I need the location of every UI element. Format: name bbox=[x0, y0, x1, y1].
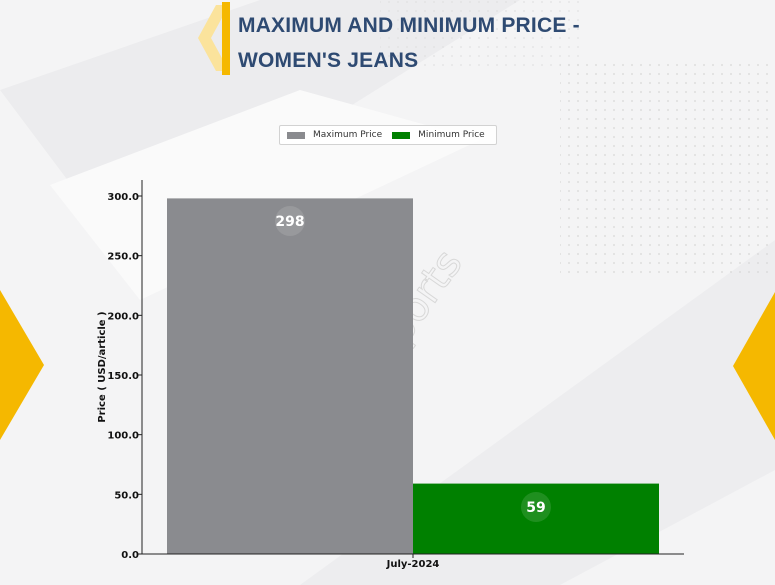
title-line-2: WOMEN'S JEANS bbox=[238, 49, 419, 72]
legend-label-minimum: Minimum Price bbox=[418, 130, 485, 140]
bar-minimum bbox=[413, 483, 659, 554]
legend-swatch-minimum bbox=[392, 131, 411, 139]
title-line-1: MAXIMUM AND MINIMUM PRICE - bbox=[238, 14, 580, 37]
x-tick-label: July-2024 bbox=[386, 559, 440, 570]
chart-title: MAXIMUM AND MINIMUM PRICE - WOMEN'S JEAN… bbox=[238, 8, 580, 78]
y-tick-label: 300.0 bbox=[107, 192, 139, 203]
data-label-badge-minimum bbox=[521, 492, 551, 522]
legend: Maximum Price Minimum Price bbox=[279, 125, 497, 145]
y-tick-label: 100.0 bbox=[107, 431, 139, 442]
legend-swatch-maximum bbox=[287, 131, 305, 139]
legend-item-maximum: Maximum Price bbox=[287, 130, 386, 140]
legend-label-maximum: Maximum Price bbox=[313, 130, 383, 140]
data-label-badge-maximum bbox=[275, 206, 305, 236]
y-tick-label: 0.0 bbox=[121, 550, 139, 561]
y-axis-label: Price ( USD/article ) bbox=[97, 311, 108, 422]
data-label-maximum: 298 bbox=[275, 214, 304, 230]
y-tick-label: 250.0 bbox=[107, 252, 139, 263]
data-label-minimum: 59 bbox=[526, 500, 545, 516]
bar-maximum bbox=[167, 198, 413, 555]
y-tick-label: 50.0 bbox=[114, 490, 139, 501]
legend-item-minimum: Minimum Price bbox=[392, 130, 489, 140]
y-tick-label: 200.0 bbox=[107, 311, 139, 322]
y-tick-label: 150.0 bbox=[107, 371, 139, 382]
